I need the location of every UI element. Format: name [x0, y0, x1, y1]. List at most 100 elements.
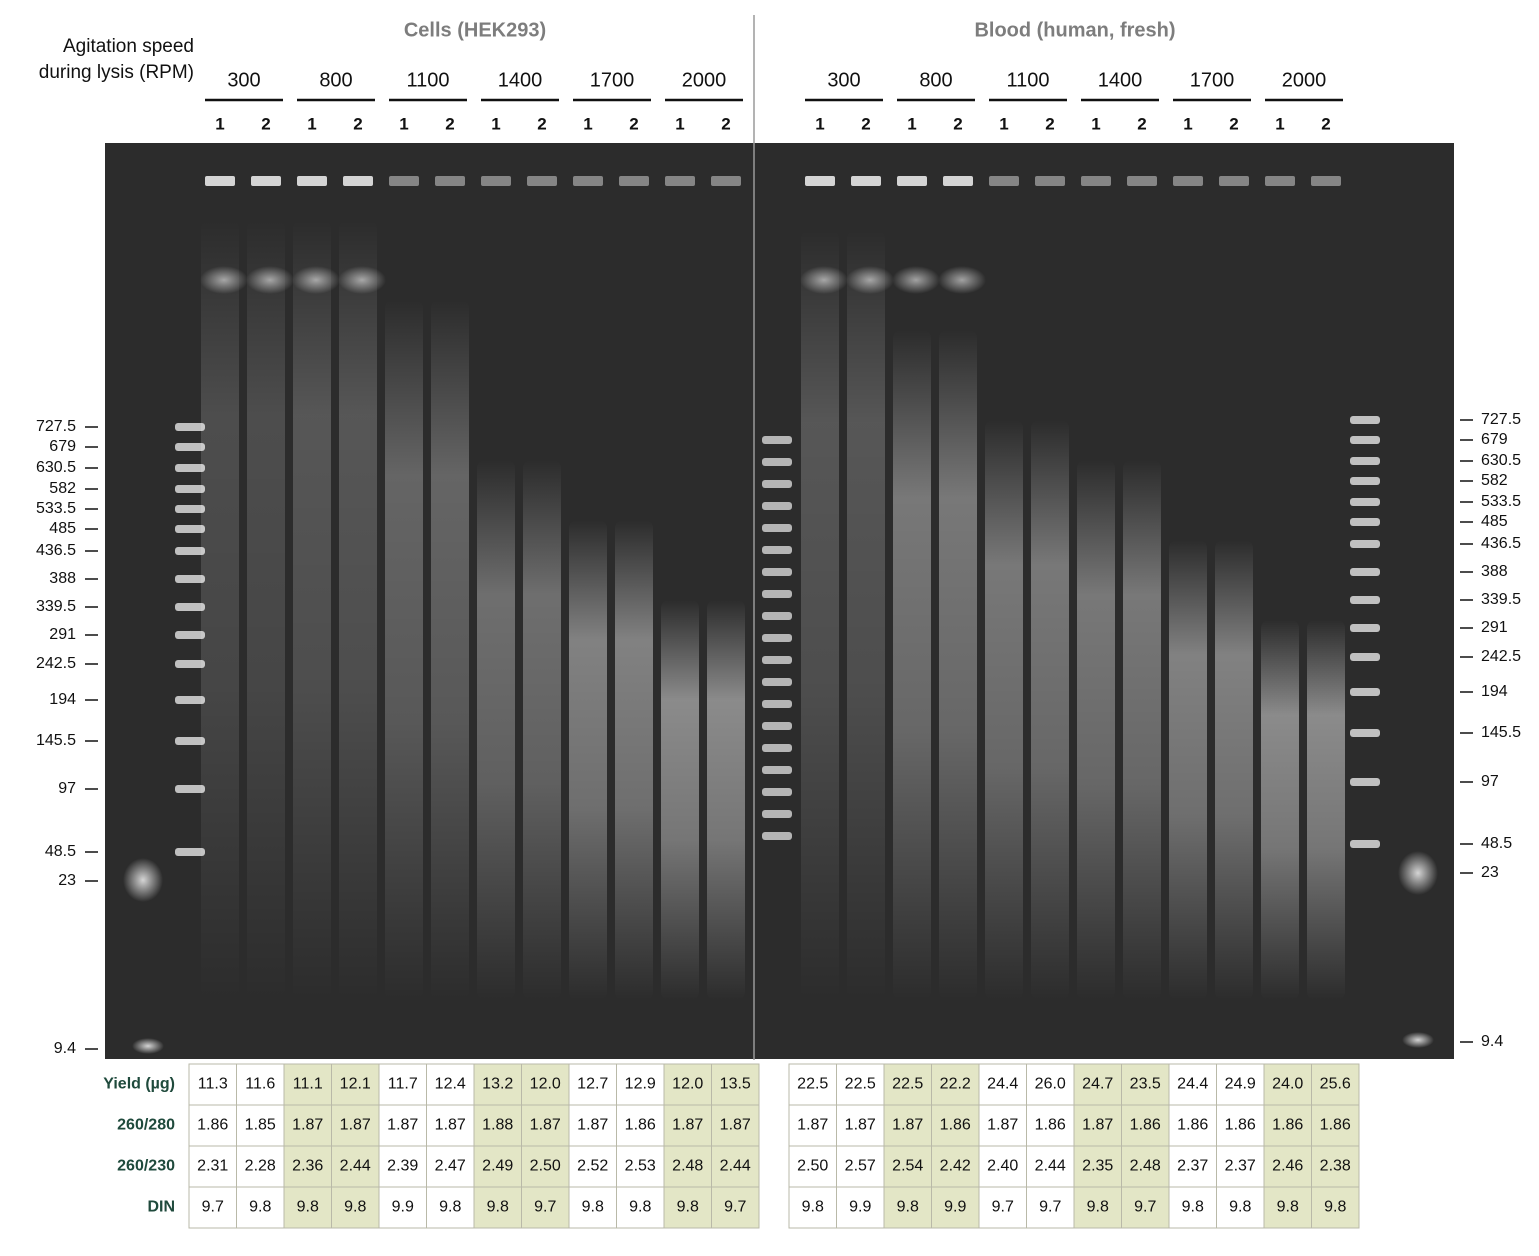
gel-band — [762, 546, 792, 554]
table-value: 9.8 — [1324, 1199, 1346, 1216]
gel-well — [851, 176, 881, 186]
gel-smear — [1169, 540, 1207, 1000]
gel-band — [1350, 568, 1380, 576]
table-cell — [473, 1104, 522, 1147]
gel-well — [1173, 176, 1203, 186]
table-cell — [1121, 1063, 1170, 1106]
table-value: 1.85 — [245, 1117, 276, 1134]
table-cell — [1168, 1063, 1217, 1106]
gel-band — [762, 590, 792, 598]
gel-band — [338, 266, 386, 294]
table-cell — [236, 1063, 285, 1106]
table-value: 9.8 — [439, 1199, 461, 1216]
lane-label: 1 — [399, 114, 408, 133]
panel-title: Blood (human, fresh) — [974, 19, 1175, 41]
gel-band — [1350, 688, 1380, 696]
row-label: Yield (µg) — [103, 1076, 175, 1093]
table-value: 9.8 — [582, 1199, 604, 1216]
table-value: 9.8 — [629, 1199, 651, 1216]
lane-label: 1 — [215, 114, 224, 133]
lane-label: 2 — [1045, 114, 1054, 133]
table-cell — [616, 1063, 665, 1106]
gel-smear — [431, 300, 469, 1000]
table-value: 9.8 — [677, 1199, 699, 1216]
table-value: 2.31 — [197, 1158, 228, 1175]
table-cell — [788, 1104, 837, 1147]
table-value: 22.2 — [940, 1076, 971, 1093]
table-cell — [236, 1186, 285, 1229]
size-marker: 679 — [1481, 431, 1508, 448]
table-cell — [1168, 1186, 1217, 1229]
gel-band — [762, 700, 792, 708]
speed-label: 800 — [319, 69, 352, 91]
table-value: 9.8 — [897, 1199, 919, 1216]
gel-band — [762, 612, 792, 620]
gel-smear — [1077, 460, 1115, 1000]
table-value: 24.4 — [987, 1076, 1018, 1093]
table-value: 1.87 — [1082, 1117, 1113, 1134]
table-value: 2.47 — [435, 1158, 466, 1175]
table-value: 9.9 — [392, 1199, 414, 1216]
gel-band — [762, 436, 792, 444]
gel-band — [1350, 518, 1380, 526]
gel-well — [297, 176, 327, 186]
table-cell — [788, 1063, 837, 1106]
size-marker: 485 — [49, 520, 76, 537]
gel-well — [1265, 176, 1295, 186]
speed-label: 800 — [919, 69, 952, 91]
size-marker: 194 — [49, 691, 76, 708]
table-cell — [711, 1104, 760, 1147]
table-cell — [711, 1145, 760, 1188]
table-value: 9.9 — [944, 1199, 966, 1216]
table-value: 1.87 — [577, 1117, 608, 1134]
gel-band — [1350, 778, 1380, 786]
gel-well — [1035, 176, 1065, 186]
gel-smear — [1307, 620, 1345, 1000]
row-label: 260/280 — [117, 1117, 175, 1134]
table-cell — [1026, 1186, 1075, 1229]
gel-well — [711, 176, 741, 186]
lane-label: 1 — [307, 114, 316, 133]
gel-well — [343, 176, 373, 186]
table-value: 9.8 — [297, 1199, 319, 1216]
gel-well — [389, 176, 419, 186]
table-cell — [188, 1145, 237, 1188]
table-cell — [188, 1186, 237, 1229]
table-cell — [521, 1104, 570, 1147]
size-marker: 727.5 — [36, 418, 76, 435]
gel-band — [175, 575, 205, 583]
speed-label: 1100 — [406, 69, 449, 91]
table-value: 1.86 — [1225, 1117, 1256, 1134]
gel-smear — [939, 330, 977, 1000]
gel-band — [762, 502, 792, 510]
gel-smear — [247, 220, 285, 1000]
table-value: 2.57 — [845, 1158, 876, 1175]
table-cell — [1216, 1145, 1265, 1188]
gel-band — [175, 485, 205, 493]
table-value: 1.86 — [197, 1117, 228, 1134]
table-value: 2.52 — [577, 1158, 608, 1175]
lane-label: 1 — [491, 114, 500, 133]
gel-band — [762, 524, 792, 532]
table-value: 1.87 — [435, 1117, 466, 1134]
table-cell — [788, 1145, 837, 1188]
table-cell — [1311, 1145, 1360, 1188]
table-value: 2.37 — [1177, 1158, 1208, 1175]
table-cell — [883, 1145, 932, 1188]
gel-band — [1350, 540, 1380, 548]
table-value: 1.87 — [672, 1117, 703, 1134]
size-marker: 533.5 — [1481, 493, 1521, 510]
table-value: 24.0 — [1272, 1076, 1303, 1093]
size-marker: 48.5 — [1481, 835, 1512, 852]
table-value: 9.7 — [1039, 1199, 1061, 1216]
gel-band — [1398, 851, 1438, 895]
table-value: 1.87 — [720, 1117, 751, 1134]
size-marker: 23 — [1481, 864, 1499, 881]
gel-band — [762, 458, 792, 466]
table-value: 1.87 — [530, 1117, 561, 1134]
table-cell — [978, 1063, 1027, 1106]
gel-band — [800, 266, 848, 294]
table-value: 1.86 — [940, 1117, 971, 1134]
table-value: 1.86 — [1177, 1117, 1208, 1134]
